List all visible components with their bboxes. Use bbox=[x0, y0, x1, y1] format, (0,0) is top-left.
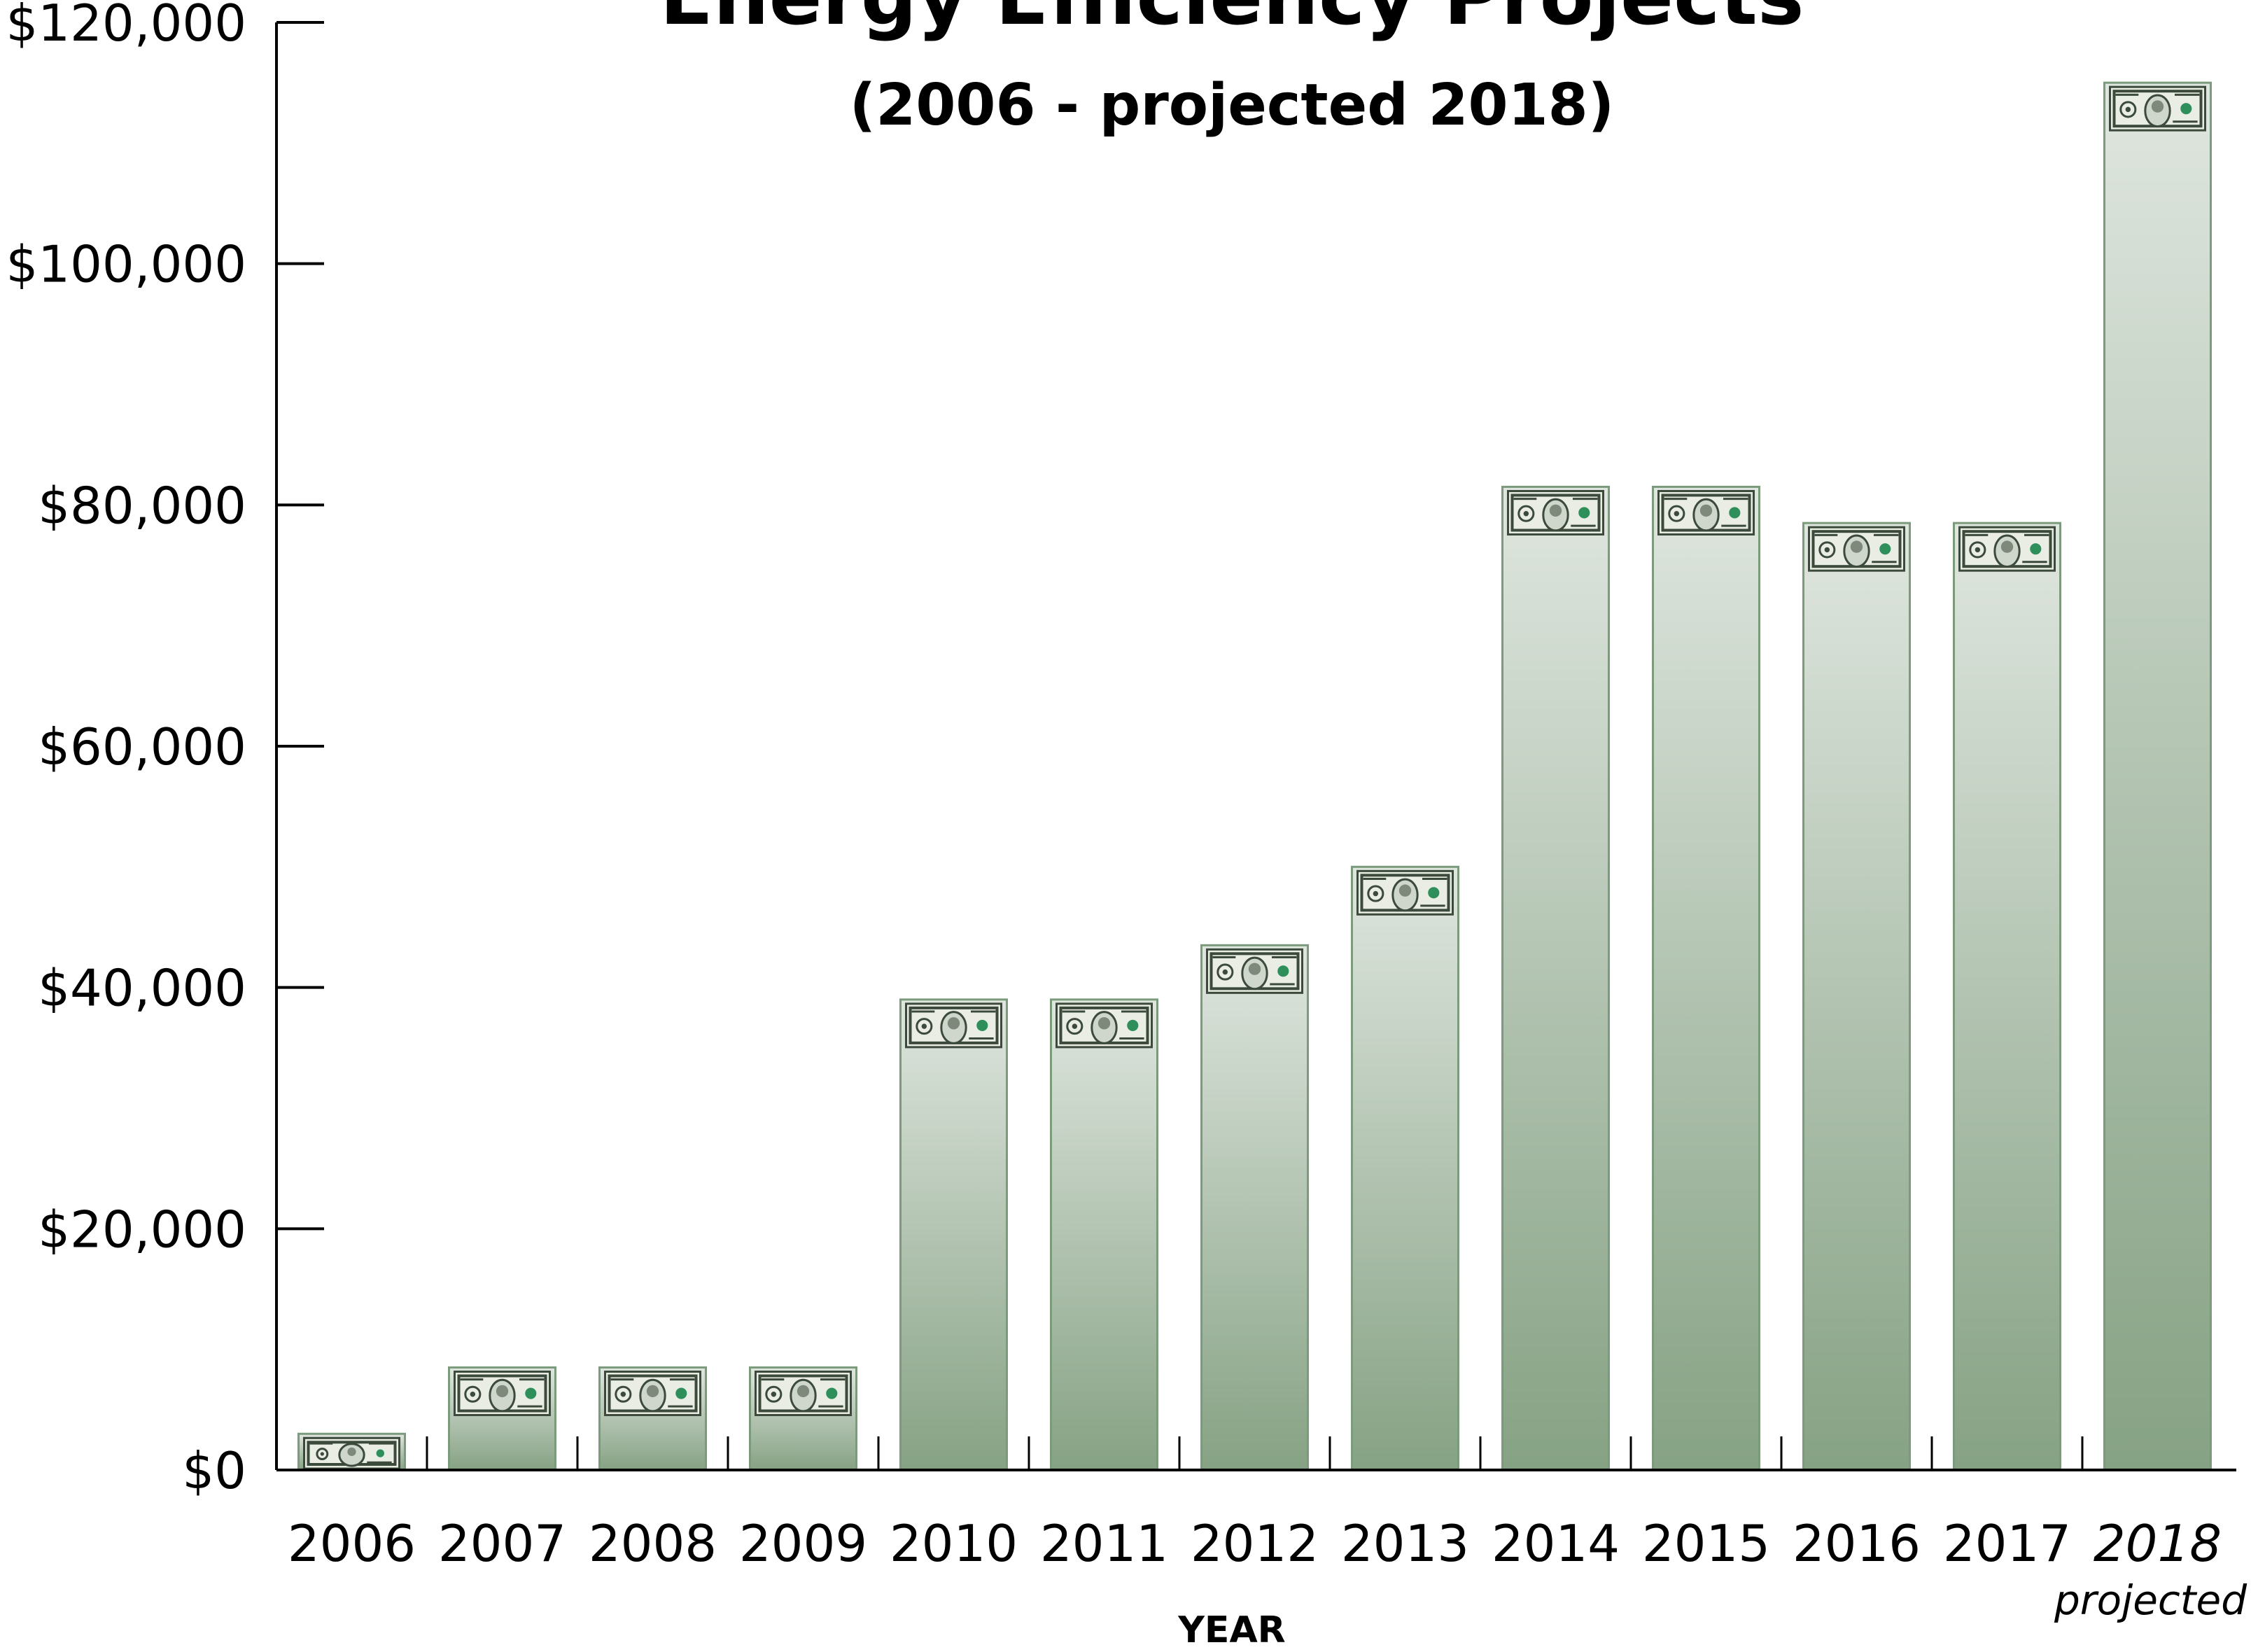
x-tick-label: 2015 bbox=[1642, 1514, 1770, 1573]
hundred-dollar-bill-icon bbox=[303, 1436, 400, 1470]
bar-2010 bbox=[899, 998, 1008, 1471]
x-axis-label: YEAR bbox=[1177, 1609, 1285, 1649]
bar-2006 bbox=[297, 1432, 406, 1471]
y-tick-label: $120,000 bbox=[6, 0, 246, 52]
bar-2008 bbox=[598, 1366, 707, 1471]
x-tick-label: 2016 bbox=[1793, 1514, 1921, 1573]
bar-rect bbox=[1200, 944, 1309, 1471]
bar-rect bbox=[1802, 522, 1911, 1471]
bar-rect bbox=[2103, 81, 2212, 1471]
bar-2018 bbox=[2103, 81, 2212, 1471]
x-tick-label: 2017 bbox=[1943, 1514, 2071, 1573]
bar-rect bbox=[899, 998, 1008, 1471]
y-axis-ticks: $0 $20,000 $40,000 $60,000 $80,000 $100,000 $1… bbox=[6, 0, 324, 1500]
hundred-dollar-bill-icon bbox=[1808, 526, 1905, 572]
bar-2014 bbox=[1501, 485, 1610, 1471]
x-tick-label: 2012 bbox=[1191, 1514, 1319, 1573]
bars-layer bbox=[297, 81, 2212, 1471]
x-tick-label: 2009 bbox=[739, 1514, 867, 1573]
y-tick-label: $40,000 bbox=[38, 959, 246, 1018]
hundred-dollar-bill-icon bbox=[1958, 526, 2056, 572]
bar-rect bbox=[1501, 485, 1610, 1471]
x-tick-note: projected bbox=[2054, 1576, 2248, 1624]
x-axis-ticks: 2006 2007 2008 2009 2010 2011 2012 2013 2014 2015… bbox=[288, 1436, 2248, 1624]
bar-rect bbox=[1351, 865, 1459, 1471]
x-tick-label: 2011 bbox=[1040, 1514, 1168, 1573]
x-tick-label: 2014 bbox=[1492, 1514, 1620, 1573]
bar-rect bbox=[1953, 522, 2061, 1471]
bar-2016 bbox=[1802, 522, 1911, 1471]
bar-2012 bbox=[1200, 944, 1309, 1471]
x-tick-label: 2007 bbox=[438, 1514, 566, 1573]
hundred-dollar-bill-icon bbox=[1056, 1002, 1153, 1049]
y-tick-label: $80,000 bbox=[38, 476, 246, 535]
bar-2011 bbox=[1050, 998, 1158, 1471]
y-tick-label: $20,000 bbox=[38, 1200, 246, 1259]
hundred-dollar-bill-icon bbox=[1206, 948, 1303, 994]
x-tick-label: 2013 bbox=[1341, 1514, 1469, 1573]
bar-rect bbox=[1652, 485, 1760, 1471]
hundred-dollar-bill-icon bbox=[454, 1371, 551, 1417]
hundred-dollar-bill-icon bbox=[1356, 869, 1454, 916]
chart-title: Energy Efficiency Projects bbox=[659, 0, 1804, 43]
hundred-dollar-bill-icon bbox=[1507, 489, 1604, 536]
bar-2015 bbox=[1652, 485, 1760, 1471]
bar-2013 bbox=[1351, 865, 1459, 1471]
hundred-dollar-bill-icon bbox=[755, 1371, 852, 1417]
bar-2017 bbox=[1953, 522, 2061, 1471]
x-tick-label: 2008 bbox=[589, 1514, 717, 1573]
x-tick-label: 2006 bbox=[288, 1514, 416, 1573]
bar-rect bbox=[1050, 998, 1158, 1471]
bar-2009 bbox=[749, 1366, 857, 1471]
hundred-dollar-bill-icon bbox=[2109, 85, 2206, 132]
hundred-dollar-bill-icon bbox=[1657, 489, 1755, 536]
y-tick-label: $100,000 bbox=[6, 235, 246, 294]
y-tick-label: $60,000 bbox=[38, 718, 246, 776]
x-tick-label: 2010 bbox=[890, 1514, 1018, 1573]
hundred-dollar-bill-icon bbox=[905, 1002, 1002, 1049]
x-tick-label: 2018 bbox=[2094, 1514, 2222, 1573]
hundred-dollar-bill-icon bbox=[604, 1371, 701, 1417]
y-tick-label: $0 bbox=[182, 1441, 246, 1500]
chart-subtitle: (2006 - projected 2018) bbox=[850, 72, 1614, 139]
bar-2007 bbox=[448, 1366, 556, 1471]
